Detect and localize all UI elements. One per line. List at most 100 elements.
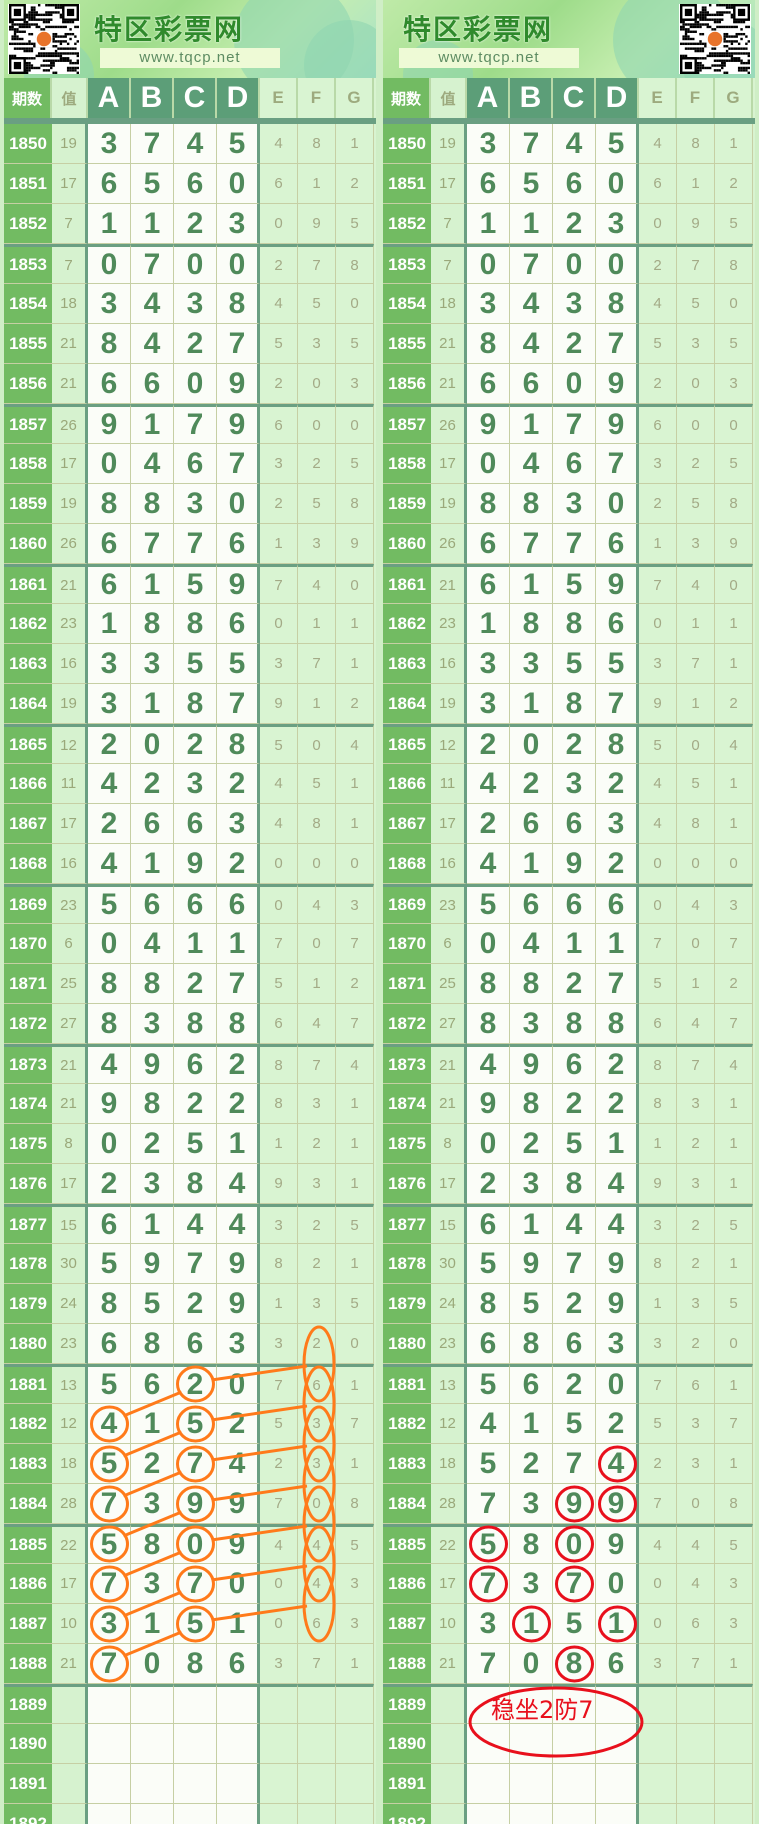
extra-cell-g: 0 bbox=[336, 284, 374, 324]
digit-cell-a: 6 bbox=[467, 564, 510, 604]
extra-cell-g: 4 bbox=[336, 1044, 374, 1084]
digit-cell-d: 8 bbox=[596, 284, 639, 324]
extra-cell-e: 6 bbox=[639, 1004, 677, 1044]
extra-cell-g: 5 bbox=[715, 444, 753, 484]
digit-cell-a: 8 bbox=[467, 324, 510, 364]
digit-cell-d bbox=[217, 1764, 260, 1804]
extra-cell-f: 4 bbox=[298, 1564, 336, 1604]
digit-cell-a: 4 bbox=[467, 764, 510, 804]
extra-cell-f: 0 bbox=[677, 844, 715, 884]
extra-cell-f: 1 bbox=[298, 604, 336, 644]
digit-cell-b: 2 bbox=[131, 1124, 174, 1164]
extra-cell-g: 3 bbox=[336, 364, 374, 404]
digit-cell-c: 7 bbox=[553, 1444, 596, 1484]
digit-cell-a: 0 bbox=[88, 444, 131, 484]
sum-cell: 26 bbox=[52, 524, 88, 564]
extra-cell-e bbox=[260, 1764, 298, 1804]
sum-cell: 21 bbox=[431, 1044, 467, 1084]
extra-cell-e: 5 bbox=[639, 1404, 677, 1444]
digit-cell-a: 6 bbox=[467, 1324, 510, 1364]
digit-cell-a: 3 bbox=[467, 1604, 510, 1644]
extra-cell-g: 0 bbox=[715, 284, 753, 324]
extra-cell-f: 1 bbox=[677, 164, 715, 204]
digit-cell-a bbox=[467, 1724, 510, 1764]
digit-cell-d bbox=[217, 1724, 260, 1764]
extra-cell-g: 7 bbox=[336, 1404, 374, 1444]
digit-cell-a: 8 bbox=[467, 484, 510, 524]
site-title: 特区彩票网 bbox=[403, 14, 554, 45]
digit-cell-a: 7 bbox=[467, 1644, 510, 1684]
digit-cell-a: 5 bbox=[88, 1524, 131, 1564]
digit-cell-d: 8 bbox=[217, 724, 260, 764]
sum-cell bbox=[431, 1764, 467, 1804]
digit-cell-c: 9 bbox=[174, 1484, 217, 1524]
sum-cell: 19 bbox=[52, 684, 88, 724]
extra-cell-g: 0 bbox=[336, 1324, 374, 1364]
digit-cell-c: 5 bbox=[174, 1604, 217, 1644]
extra-cell-f: 3 bbox=[677, 1444, 715, 1484]
extra-cell-e: 3 bbox=[260, 1204, 298, 1244]
extra-cell-e: 7 bbox=[639, 924, 677, 964]
digit-cell-b: 3 bbox=[510, 1004, 553, 1044]
extra-cell-f: 7 bbox=[677, 1644, 715, 1684]
extra-cell-f bbox=[298, 1804, 336, 1824]
header-g: G bbox=[336, 78, 374, 118]
digit-cell-a: 6 bbox=[467, 524, 510, 564]
digit-cell-b: 4 bbox=[510, 324, 553, 364]
digit-cell-d: 4 bbox=[217, 1164, 260, 1204]
right-panel: 特区彩票网 www.tqcp.net 期数值 A B C D E F G 1850 19 3 7 4 5 4 8 1… bbox=[383, 0, 755, 1824]
extra-cell-e: 0 bbox=[260, 844, 298, 884]
site-url[interactable]: www.tqcp.net bbox=[100, 48, 280, 68]
site-url[interactable]: www.tqcp.net bbox=[399, 48, 579, 68]
extra-cell-e: 0 bbox=[260, 1564, 298, 1604]
sum-cell: 19 bbox=[52, 484, 88, 524]
digit-cell-d: 2 bbox=[217, 844, 260, 884]
extra-cell-e: 3 bbox=[260, 644, 298, 684]
sum-cell: 23 bbox=[52, 604, 88, 644]
digit-cell-b bbox=[131, 1724, 174, 1764]
extra-cell-e: 8 bbox=[639, 1084, 677, 1124]
digit-cell-a: 4 bbox=[467, 844, 510, 884]
digit-cell-d: 6 bbox=[596, 524, 639, 564]
period-cell: 1886 bbox=[4, 1564, 52, 1604]
period-cell: 1885 bbox=[383, 1524, 431, 1564]
digit-cell-c bbox=[174, 1684, 217, 1724]
extra-cell-g: 3 bbox=[715, 364, 753, 404]
extra-cell-g: 3 bbox=[336, 884, 374, 924]
digit-cell-b: 6 bbox=[131, 1364, 174, 1404]
extra-cell-g bbox=[336, 1724, 374, 1764]
extra-cell-f: 3 bbox=[677, 324, 715, 364]
digit-cell-b bbox=[510, 1804, 553, 1824]
extra-cell-g: 2 bbox=[715, 964, 753, 1004]
period-cell: 1865 bbox=[383, 724, 431, 764]
extra-cell-e: 1 bbox=[639, 524, 677, 564]
digit-cell-a: 6 bbox=[88, 1324, 131, 1364]
digit-cell-a: 9 bbox=[88, 1084, 131, 1124]
digit-cell-a: 2 bbox=[467, 804, 510, 844]
extra-cell-g bbox=[336, 1684, 374, 1724]
digit-cell-a: 5 bbox=[88, 884, 131, 924]
extra-cell-f: 3 bbox=[298, 324, 336, 364]
digit-cell-d bbox=[596, 1804, 639, 1824]
period-cell: 1850 bbox=[4, 124, 52, 164]
digit-cell-c: 4 bbox=[553, 1204, 596, 1244]
extra-cell-g: 1 bbox=[336, 1164, 374, 1204]
extra-cell-g: 5 bbox=[336, 1284, 374, 1324]
digit-cell-c: 2 bbox=[174, 204, 217, 244]
period-cell: 1878 bbox=[4, 1244, 52, 1284]
period-cell: 1857 bbox=[383, 404, 431, 444]
digit-cell-b: 8 bbox=[510, 1324, 553, 1364]
extra-cell-e: 1 bbox=[260, 524, 298, 564]
digit-cell-d: 6 bbox=[596, 884, 639, 924]
extra-cell-e: 0 bbox=[639, 1604, 677, 1644]
digit-cell-d: 2 bbox=[596, 1404, 639, 1444]
period-cell: 1881 bbox=[383, 1364, 431, 1404]
header-g: G bbox=[715, 78, 753, 118]
digit-cell-c: 3 bbox=[174, 484, 217, 524]
extra-cell-g: 1 bbox=[336, 124, 374, 164]
sum-cell: 23 bbox=[431, 604, 467, 644]
period-cell: 1885 bbox=[4, 1524, 52, 1564]
extra-cell-f: 2 bbox=[298, 1244, 336, 1284]
extra-cell-g: 4 bbox=[336, 724, 374, 764]
digit-cell-d: 7 bbox=[217, 444, 260, 484]
